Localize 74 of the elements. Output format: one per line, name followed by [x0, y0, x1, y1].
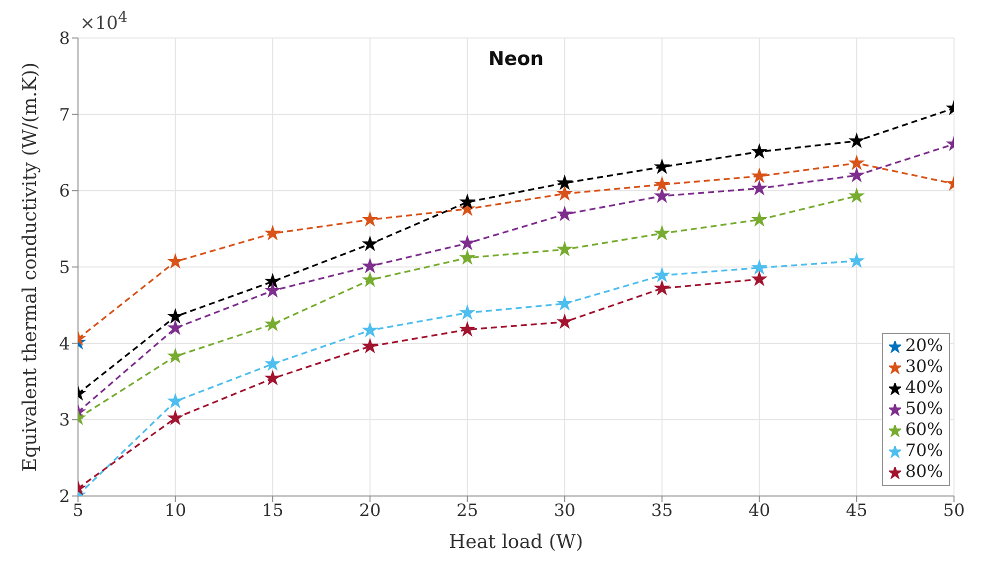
x-axis-title: Heat load (W): [448, 531, 584, 553]
point: [558, 186, 572, 200]
legend-label: 40%: [905, 378, 943, 399]
y-tick-label: 8: [59, 29, 70, 50]
y-tick-label: 5: [59, 258, 70, 278]
x-tick-label: 50: [943, 501, 965, 522]
legend-label: 80%: [905, 462, 943, 483]
x-tick-label: 30: [554, 501, 576, 522]
y-axis-title: Equivalent thermal conductivity (W/(m.K)): [19, 62, 41, 472]
x-tick-label: 25: [456, 501, 478, 522]
point: [558, 296, 572, 310]
text: ×10$^{4}$: [80, 8, 128, 34]
point: [362, 338, 378, 353]
point: [752, 144, 766, 158]
point: [850, 188, 864, 202]
point: [168, 320, 182, 334]
legend-label: 30%: [905, 357, 943, 378]
point: [460, 194, 474, 208]
point: [168, 348, 182, 362]
point: [558, 206, 572, 220]
point: [752, 180, 766, 195]
point: [654, 226, 670, 240]
y-tick-label: 3: [59, 410, 70, 431]
point: [654, 177, 670, 191]
x-tick-label: 35: [651, 501, 673, 522]
point: [752, 212, 766, 226]
point: [654, 160, 670, 174]
point: [558, 242, 572, 256]
point: [460, 236, 474, 250]
point: [168, 394, 182, 408]
point: [266, 316, 280, 330]
point: [362, 272, 378, 286]
point: [460, 322, 474, 336]
point: [460, 305, 474, 319]
x-tick-label: 45: [846, 501, 868, 522]
point: [558, 176, 572, 190]
legend-label: 20%: [905, 336, 943, 357]
y-tick-label: 7: [59, 105, 70, 126]
point: [362, 236, 378, 250]
x-tick-label: 15: [262, 501, 284, 522]
point: [460, 250, 474, 264]
point: [362, 322, 378, 337]
point: [266, 370, 280, 385]
point: [752, 272, 766, 286]
x-tick-label: 10: [164, 501, 186, 522]
x-tick-label: 20: [359, 501, 381, 522]
point: [850, 156, 864, 170]
point: [850, 168, 864, 182]
point: [168, 254, 182, 268]
point: [362, 212, 378, 226]
x-tick-label: 5: [72, 501, 84, 522]
text: Neon: [487, 48, 545, 70]
point: [266, 356, 280, 370]
point: [752, 168, 766, 182]
point: [168, 410, 182, 424]
point: [752, 260, 766, 274]
legend-label: 50%: [905, 399, 943, 420]
x-tick-label: 40: [748, 501, 770, 522]
point: [266, 283, 280, 297]
y-tick-label: 4: [59, 334, 70, 354]
point: [266, 274, 280, 288]
point: [654, 280, 670, 295]
y-tick-label: 2: [59, 487, 70, 508]
point: [850, 134, 864, 148]
point: [362, 258, 378, 272]
point: [654, 188, 670, 202]
point: [558, 314, 572, 328]
legend-label: 60%: [905, 420, 943, 441]
y-tick-label: 6: [59, 182, 70, 202]
point: [850, 253, 864, 268]
point: [266, 226, 280, 240]
legend-label: 70%: [905, 441, 943, 462]
point: [654, 268, 670, 282]
point: [168, 309, 182, 323]
